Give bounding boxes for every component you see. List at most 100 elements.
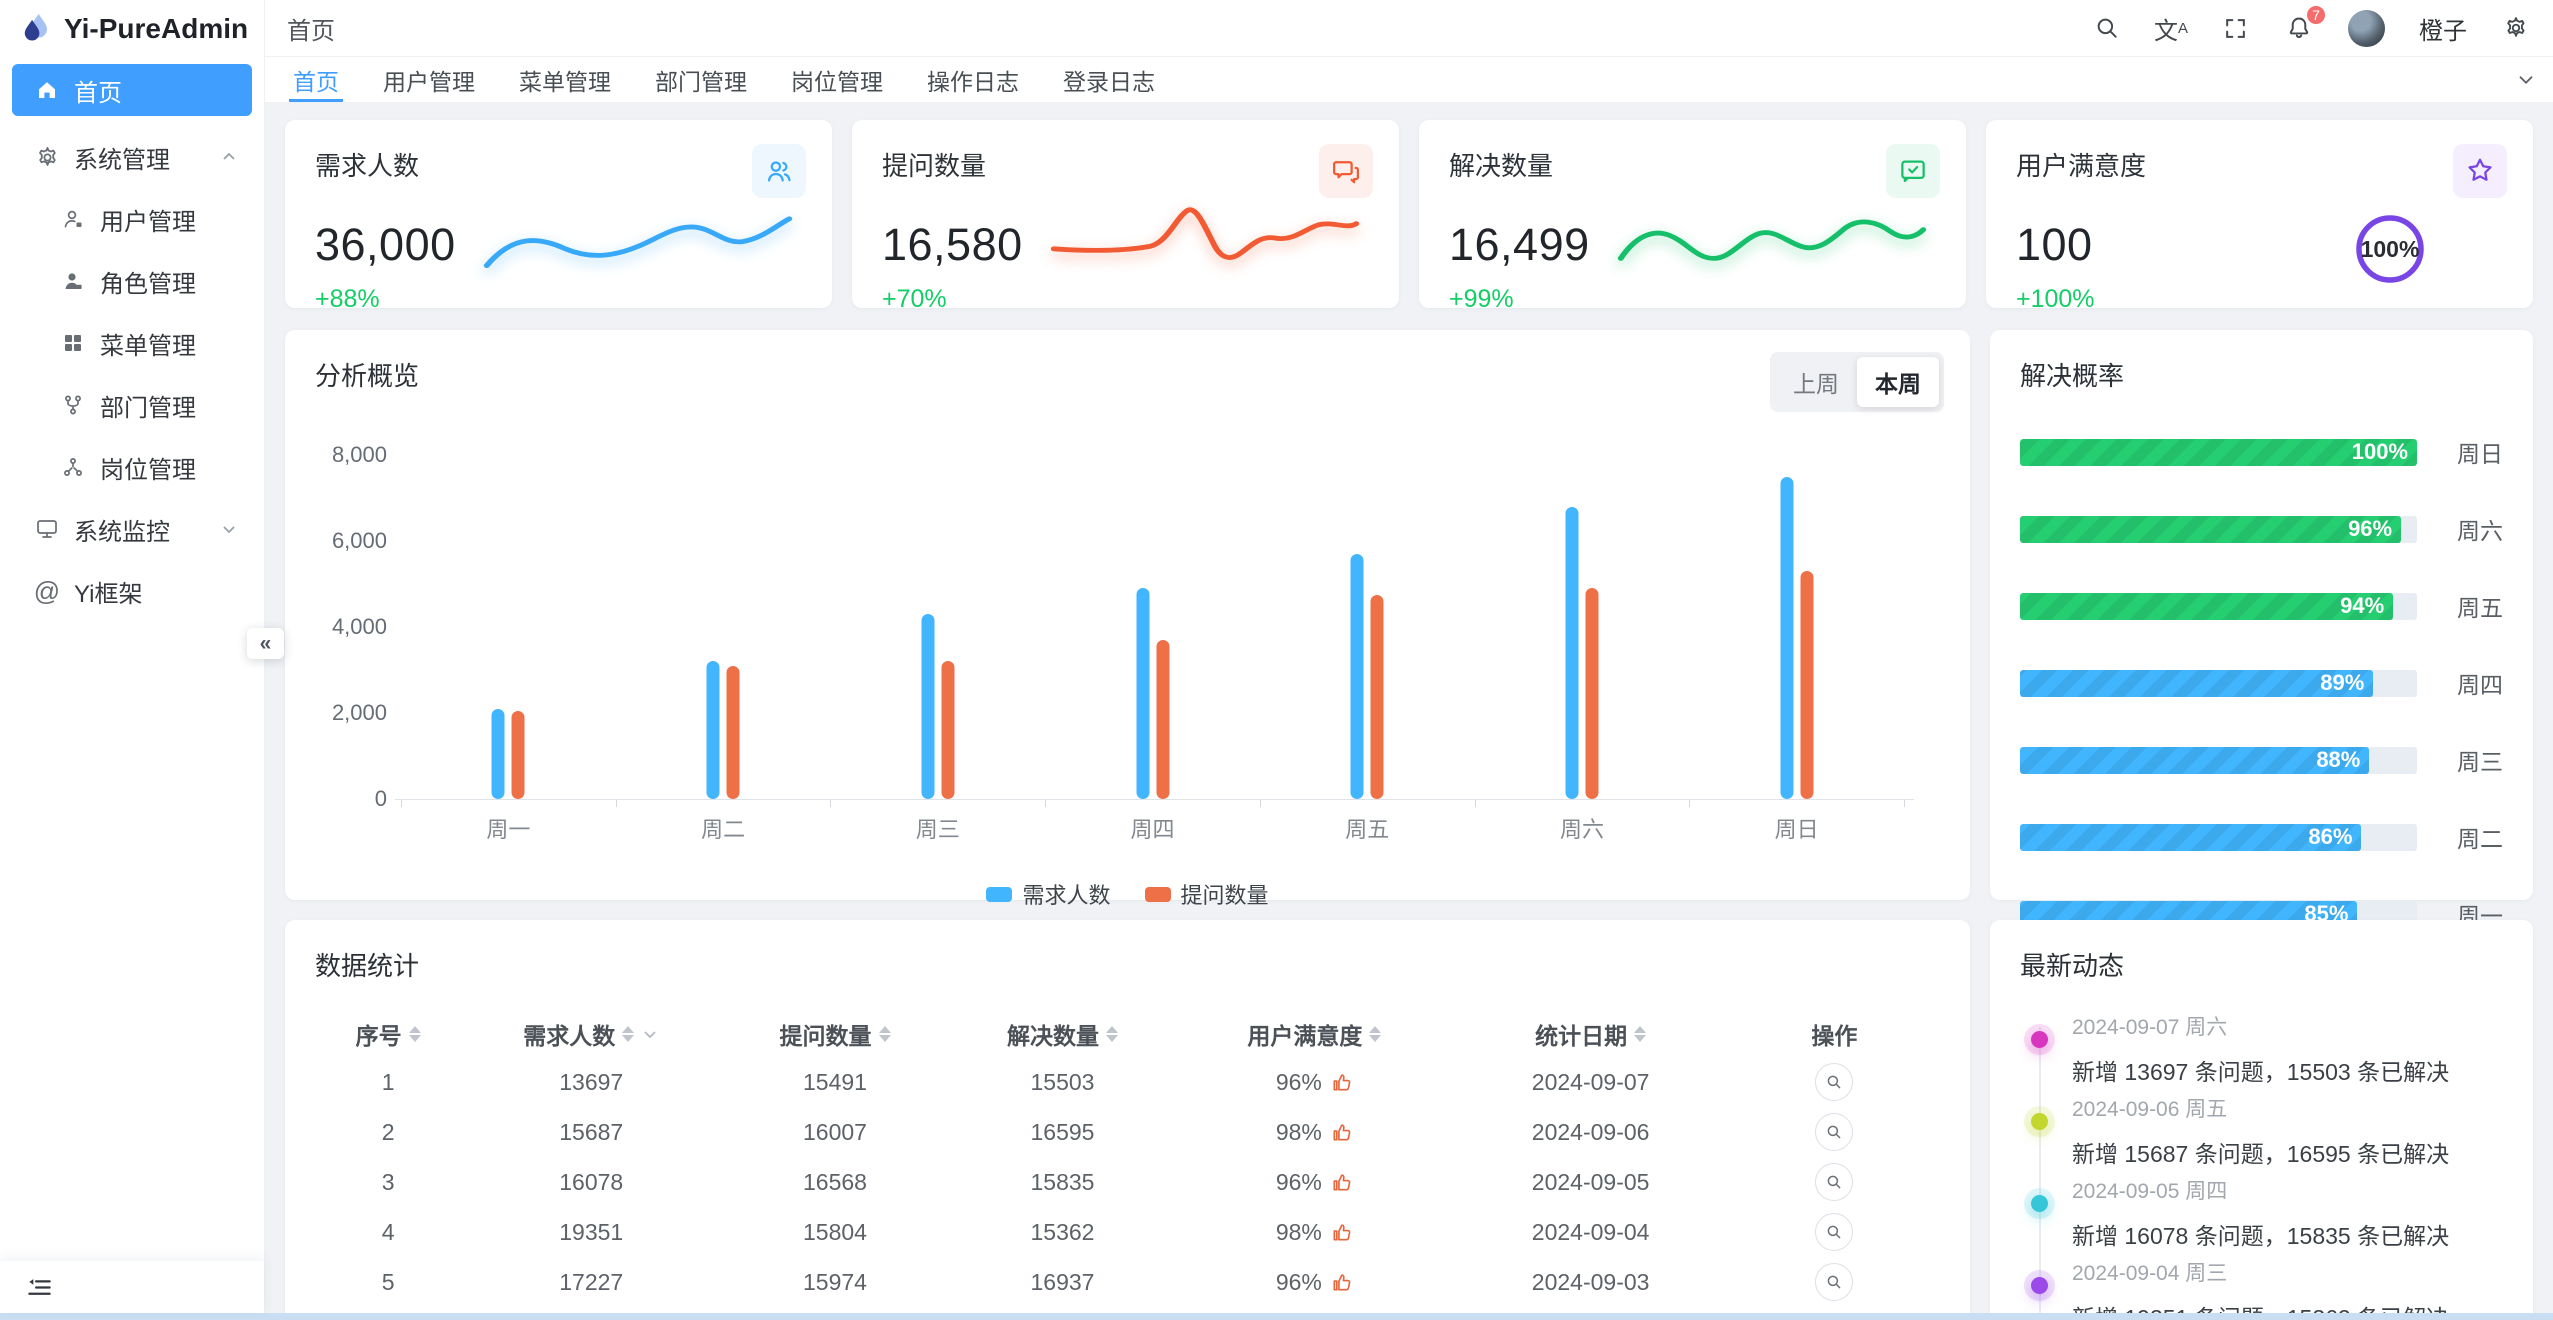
column-header-label: 操作 [1811,1023,1858,1049]
tab-菜单管理[interactable]: 菜单管理 [519,68,611,95]
view-detail-button[interactable] [1815,1263,1854,1301]
stat-card-solved: 解决数量 16,499 +99% [1419,120,1966,313]
column-header-序号[interactable]: 序号 [315,1017,461,1051]
horizontal-scrollbar[interactable] [0,1313,2553,1320]
tab-岗位管理[interactable]: 岗位管理 [791,68,883,95]
this-week-button[interactable]: 本周 [1857,357,1939,407]
bar-提问数量[interactable] [1585,588,1599,799]
solve-row-周二: 86% 周二 [2020,820,2503,854]
news-timeline: 2024-09-07 周六 新增 13697 条问题，15503 条已解决 2024… [2020,1007,2503,1313]
cell-solve: 15362 [1030,1218,1095,1245]
menu-fold-icon[interactable] [26,1274,53,1301]
column-header-统计日期[interactable]: 统计日期 [1453,1017,1729,1051]
tab-登录日志[interactable]: 登录日志 [1063,68,1155,95]
menu-grid-icon [60,330,86,356]
bar-需求人数[interactable] [706,661,720,799]
legend-item-需求人数[interactable]: 需求人数 [986,878,1111,910]
bar-提问数量[interactable] [726,666,740,799]
tab-首页[interactable]: 首页 [289,57,343,102]
bar-需求人数[interactable] [491,709,505,799]
view-detail-button[interactable] [1815,1113,1854,1151]
x-axis-tickmark [401,800,402,807]
column-header-解决数量[interactable]: 解决数量 [949,1017,1177,1051]
view-detail-button[interactable] [1815,1163,1854,1201]
username[interactable]: 橙子 [2419,17,2467,45]
chevron-up-icon [220,148,238,166]
fullscreen-icon[interactable] [2220,13,2250,43]
sidebar-item-user-management[interactable]: 用户管理 [0,188,264,250]
bell-icon[interactable]: 7 [2284,4,2327,43]
sort-carets-icon[interactable] [1634,1026,1647,1042]
tab-部门管理[interactable]: 部门管理 [655,68,747,95]
tabs: 首页 用户管理 菜单管理 部门管理 岗位管理 操作日志 登录日志 [289,57,1195,102]
sidebar-collapse-button[interactable]: « [247,628,284,659]
solve-row-周四: 89% 周四 [2020,666,2503,700]
view-detail-button[interactable] [1815,1213,1854,1251]
stat-title: 需求人数 [315,151,420,181]
filter-chevron-icon[interactable] [641,1025,659,1043]
sidebar-item-role-management[interactable]: 角色管理 [0,250,264,312]
progress-track: 88% [2020,746,2417,774]
tab-操作日志[interactable]: 操作日志 [927,68,1019,95]
bar-需求人数[interactable] [1565,507,1579,799]
column-header-操作[interactable]: 操作 [1729,1017,1940,1051]
settings-gear-icon[interactable] [2501,13,2531,43]
thumbs-up-icon [1330,1221,1353,1244]
at-icon: @ [33,575,61,606]
column-header-需求人数[interactable]: 需求人数 [461,1017,721,1051]
cell-satisfaction: 98% [1176,1119,1452,1146]
sidebar-item-yi-framework[interactable]: @ Yi框架 [0,560,264,622]
x-axis-tickmark [615,800,617,807]
solve-row-周五: 94% 周五 [2020,589,2503,623]
legend-label: 提问数量 [1180,883,1269,908]
tabs-dropdown-chevron-icon[interactable] [2515,69,2537,91]
bar-需求人数[interactable] [1136,588,1149,799]
sort-carets-icon[interactable] [878,1026,891,1042]
sort-carets-icon[interactable] [408,1026,421,1042]
x-axis-labels: 周一 周二 周三 周四 周五 周六 周日 [401,812,1904,844]
cell-actions [1729,1113,1940,1151]
sidebar-item-post-management[interactable]: 岗位管理 [0,436,264,498]
app-title: Yi-PureAdmin [64,13,249,44]
last-week-button[interactable]: 上周 [1775,357,1857,407]
bar-提问数量[interactable] [941,661,955,799]
x-axis-tickmark [830,800,832,807]
legend-item-提问数量[interactable]: 提问数量 [1144,878,1269,910]
sidebar-item-system-management[interactable]: 系统管理 [0,126,264,188]
sort-carets-icon[interactable] [622,1026,635,1042]
avatar[interactable] [2348,9,2385,47]
view-detail-button[interactable] [1815,1063,1854,1101]
solve-row-周三: 88% 周三 [2020,743,2503,777]
progress-fill: 89% [2020,669,2374,697]
timeline-dot [2031,1031,2048,1048]
thumbs-up-icon [1330,1121,1353,1144]
sort-carets-icon[interactable] [1369,1026,1382,1042]
column-header-用户满意度[interactable]: 用户满意度 [1176,1017,1452,1051]
ring-label: 100% [2360,235,2420,262]
bar-提问数量[interactable] [1800,571,1814,799]
column-header-提问数量[interactable]: 提问数量 [721,1017,949,1051]
cell-require: 13697 [559,1068,624,1095]
latest-news-card: 最新动态 2024-09-07 周六 新增 13697 条问题，15503 条已解… [1990,920,2533,1313]
sidebar-item-department-management[interactable]: 部门管理 [0,374,264,436]
bar-需求人数[interactable] [1780,477,1794,799]
bar-提问数量[interactable] [1370,595,1384,799]
table-row: 1 13697 15491 15503 96% 2024-09-07 [315,1057,1940,1107]
middle-row: 分析概览 上周 本周 0 2,000 4,000 6,000 8,000 周一 周二 周三周… [285,330,2533,929]
logo[interactable]: Yi-PureAdmin [0,0,264,58]
sidebar-item-menu-management[interactable]: 菜单管理 [0,312,264,374]
sort-carets-icon[interactable] [1106,1026,1118,1042]
progress-track: 100% [2020,438,2417,466]
sidebar-item-system-monitor[interactable]: 系统监控 [0,498,264,560]
search-icon[interactable] [2092,13,2122,43]
role-icon [60,268,86,294]
bar-需求人数[interactable] [1350,554,1364,799]
bar-需求人数[interactable] [921,614,935,799]
sidebar-item-home[interactable]: 首页 [12,64,252,116]
bar-提问数量[interactable] [1156,640,1169,799]
bar-提问数量[interactable] [511,711,525,799]
timeline-date: 2024-09-04 周三 [2072,1262,2228,1285]
bar-group-周六 [1565,507,1599,799]
tab-用户管理[interactable]: 用户管理 [383,68,475,95]
